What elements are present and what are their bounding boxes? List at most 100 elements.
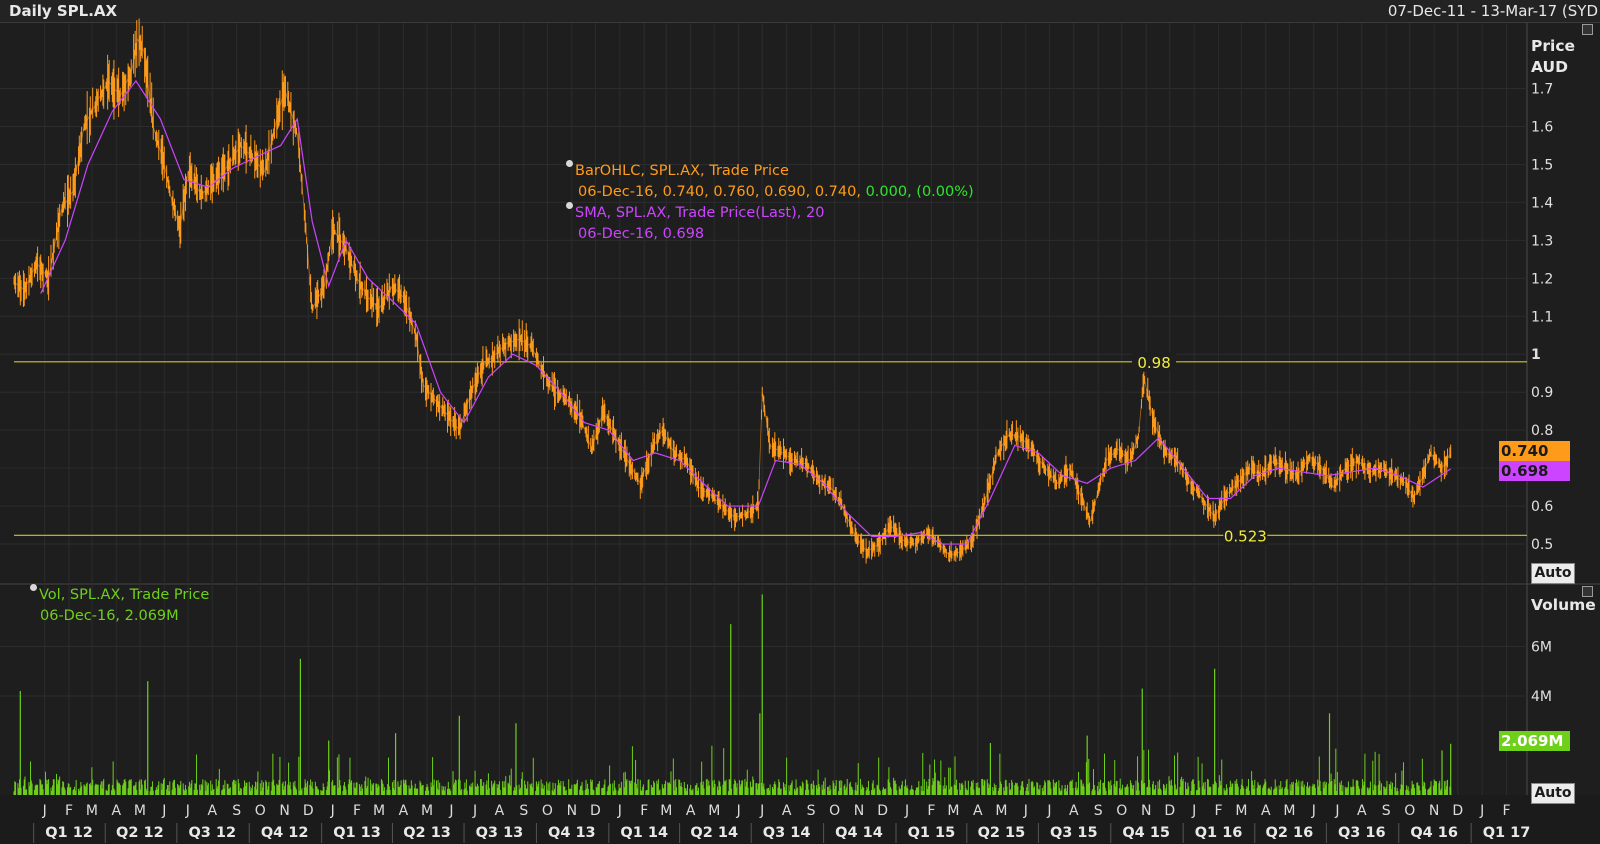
price-tick-label: 1.5 (1531, 157, 1553, 173)
month-tick-label: D (1452, 803, 1463, 819)
volume-pane-bg (0, 586, 1600, 795)
quarter-tick-label: Q2 12 (116, 825, 164, 841)
month-tick-label: J (759, 803, 764, 819)
month-tick-label: S (519, 803, 528, 819)
price-tick-label: 0.9 (1531, 385, 1553, 401)
month-tick-label: M (1235, 803, 1247, 819)
ohlc-legend-change: 0.000, (0.00%) (865, 184, 974, 200)
price-tick-label: 0.6 (1531, 499, 1553, 515)
month-tick-label: M (1283, 803, 1295, 819)
month-tick-label: J (42, 803, 47, 819)
quarter-tick-label: Q1 16 (1195, 825, 1243, 841)
month-tick-label: M (86, 803, 98, 819)
price-tick-label: 1.1 (1531, 309, 1553, 325)
month-tick-label: N (1141, 803, 1151, 819)
month-tick-label: A (973, 803, 983, 819)
level-label-bg (1132, 352, 1177, 371)
legend-toggle-icon[interactable] (566, 202, 573, 209)
quarter-tick-label: Q2 13 (403, 825, 451, 841)
month-tick-label: J (1023, 803, 1028, 819)
month-tick-label: J (1311, 803, 1316, 819)
month-tick-label: N (1429, 803, 1439, 819)
month-tick-label: A (111, 803, 121, 819)
price-pane-close-icon[interactable] (1582, 24, 1593, 35)
price-pane-bg (0, 23, 1600, 582)
price-axis-title-line1: Price (1531, 37, 1576, 55)
month-tick-label: N (279, 803, 289, 819)
volume-pane-close-icon[interactable] (1582, 586, 1593, 597)
price-close-line (13, 38, 1452, 556)
month-tick-label: J (617, 803, 622, 819)
price-auto-scale-button[interactable]: Auto (1531, 563, 1575, 584)
quarter-tick-label: Q4 14 (835, 825, 883, 841)
legend-toggle-icon[interactable] (566, 160, 573, 167)
month-tick-label: A (686, 803, 696, 819)
month-tick-label: J (904, 803, 909, 819)
month-tick-label: M (995, 803, 1007, 819)
month-tick-label: S (807, 803, 816, 819)
legend-toggle-icon[interactable] (30, 584, 37, 591)
month-tick-label: M (421, 803, 433, 819)
ohlc-legend: BarOHLC, SPL.AX, Trade Price 06-Dec-16, … (566, 160, 974, 203)
month-tick-label: J (448, 803, 453, 819)
quarter-tick-label: Q2 14 (690, 825, 738, 841)
price-tick-label: 0.8 (1531, 423, 1553, 439)
volume-auto-scale-button[interactable]: Auto (1531, 783, 1575, 804)
month-tick-label: M (134, 803, 146, 819)
month-tick-label: F (65, 803, 73, 819)
month-tick-label: J (185, 803, 190, 819)
month-tick-label: A (495, 803, 505, 819)
volume-legend-values: 06-Dec-16, 2.069M (40, 608, 179, 624)
month-tick-label: N (567, 803, 577, 819)
last-price-box: 0.740 (1499, 441, 1570, 461)
month-tick-label: J (1479, 803, 1484, 819)
month-tick-label: S (232, 803, 241, 819)
ohlc-legend-values: 06-Dec-16, 0.740, 0.760, 0.690, 0.740, (578, 184, 861, 200)
volume-axis-title: Volume (1531, 596, 1596, 614)
volume-tick-label: 6M (1531, 639, 1552, 655)
ohlc-legend-title: BarOHLC, SPL.AX, Trade Price (575, 163, 789, 179)
month-tick-label: A (1357, 803, 1367, 819)
month-tick-label: O (829, 803, 840, 819)
month-tick-label: O (542, 803, 553, 819)
quarter-tick-label: Q1 12 (45, 825, 93, 841)
month-tick-label: A (1069, 803, 1079, 819)
chart-title: Daily SPL.AX (9, 2, 118, 20)
quarter-tick-label: Q3 15 (1050, 825, 1098, 841)
volume-legend-title: Vol, SPL.AX, Trade Price (39, 587, 210, 603)
month-tick-label: J (472, 803, 477, 819)
quarter-tick-label: Q2 16 (1266, 825, 1314, 841)
month-tick-label: D (1164, 803, 1175, 819)
sma-line (40, 79, 1452, 545)
month-tick-label: D (877, 803, 888, 819)
quarter-tick-label: Q3 13 (476, 825, 524, 841)
month-tick-label: D (303, 803, 314, 819)
last-volume-box: 2.069M (1499, 731, 1570, 751)
month-tick-label: S (1094, 803, 1103, 819)
quarter-tick-label: Q1 15 (908, 825, 956, 841)
quarter-tick-label: Q2 15 (978, 825, 1026, 841)
last-sma-box: 0.698 (1499, 461, 1570, 481)
month-tick-label: O (1404, 803, 1415, 819)
month-tick-label: O (1116, 803, 1127, 819)
month-tick-label: M (660, 803, 672, 819)
price-tick-label: 1.7 (1531, 82, 1553, 98)
quarter-tick-label: Q3 14 (763, 825, 811, 841)
title-bar: Daily SPL.AX 07-Dec-11 - 13-Mar-17 (SYD (0, 0, 1600, 23)
month-tick-label: D (590, 803, 601, 819)
month-tick-label: F (927, 803, 935, 819)
month-tick-label: M (947, 803, 959, 819)
month-tick-label: F (1503, 803, 1511, 819)
volume-legend: Vol, SPL.AX, Trade Price 06-Dec-16, 2.06… (30, 584, 210, 627)
month-tick-label: M (373, 803, 385, 819)
month-tick-label: J (1046, 803, 1051, 819)
quarter-tick-label: Q4 12 (261, 825, 309, 841)
level-label: 0.98 (1137, 354, 1170, 372)
level-label: 0.523 (1224, 527, 1267, 545)
month-tick-label: A (207, 803, 217, 819)
quarter-tick-label: Q1 13 (333, 825, 381, 841)
quarter-tick-label: Q4 15 (1122, 825, 1170, 841)
volume-bars (13, 594, 1452, 795)
sma-legend: SMA, SPL.AX, Trade Price(Last), 20 06-De… (566, 202, 824, 245)
